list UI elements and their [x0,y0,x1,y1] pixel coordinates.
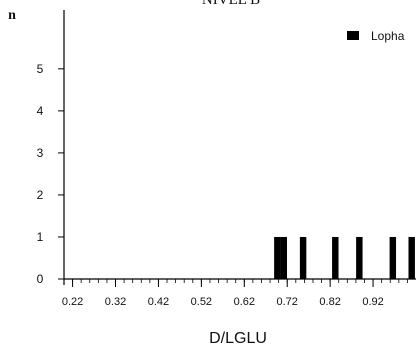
x-tick-label: 0.22 [62,296,83,308]
y-tick-label: 3 [37,146,44,160]
bar [408,236,415,279]
y-tick-label: 0 [37,272,44,286]
legend-swatch [347,31,359,40]
axes: 0 1 2 3 4 5 0.22 0.32 0.42 0.52 0.62 0.72 0.82 0.92 [37,10,416,308]
y-tick-label: 5 [37,62,44,76]
bar [274,236,281,279]
y-axis-label: n [8,8,16,23]
x-tick-label: 0.92 [362,296,383,308]
x-tick-label: 0.62 [234,296,255,308]
bar [332,236,339,279]
bar [299,236,307,279]
y-tick-label: 4 [37,104,44,118]
x-tick-label: 0.42 [148,296,169,308]
legend: Lopha [347,29,405,43]
y-tick-label: 2 [37,188,44,202]
bar [280,236,288,279]
x-axis-label: D/LGLU [209,330,267,347]
chart-title: NIVEL B [202,0,260,8]
x-tick-label: 0.32 [105,296,126,308]
x-tick-label: 0.72 [277,296,298,308]
bar [356,236,363,279]
x-tick-label: 0.82 [319,296,340,308]
bar [389,236,397,279]
x-tick-label: 0.52 [191,296,212,308]
y-tick-label: 1 [37,230,44,244]
legend-label: Lopha [371,29,405,43]
bars [274,236,415,279]
